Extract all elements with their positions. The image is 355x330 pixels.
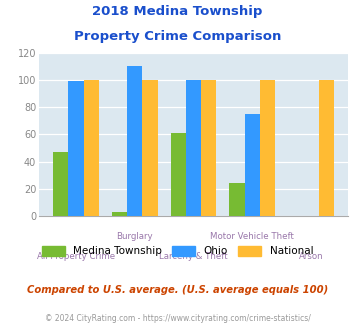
- Text: Larceny & Theft: Larceny & Theft: [159, 252, 228, 261]
- Legend: Medina Township, Ohio, National: Medina Township, Ohio, National: [38, 242, 317, 260]
- Bar: [112, 212, 127, 216]
- Bar: [127, 66, 142, 216]
- Bar: [201, 80, 217, 216]
- Bar: [186, 80, 201, 216]
- Text: Burglary: Burglary: [116, 232, 153, 242]
- Text: © 2024 CityRating.com - https://www.cityrating.com/crime-statistics/: © 2024 CityRating.com - https://www.city…: [45, 314, 310, 323]
- Bar: [69, 82, 84, 216]
- Bar: [84, 80, 99, 216]
- Bar: [170, 133, 186, 216]
- Bar: [229, 183, 245, 216]
- Text: Property Crime Comparison: Property Crime Comparison: [74, 30, 281, 43]
- Bar: [142, 80, 158, 216]
- Text: 2018 Medina Township: 2018 Medina Township: [92, 5, 263, 18]
- Bar: [260, 80, 275, 216]
- Bar: [318, 80, 334, 216]
- Bar: [53, 152, 69, 216]
- Text: Compared to U.S. average. (U.S. average equals 100): Compared to U.S. average. (U.S. average …: [27, 285, 328, 295]
- Text: All Property Crime: All Property Crime: [37, 252, 115, 261]
- Text: Motor Vehicle Theft: Motor Vehicle Theft: [210, 232, 294, 242]
- Text: Arson: Arson: [299, 252, 323, 261]
- Bar: [245, 114, 260, 216]
